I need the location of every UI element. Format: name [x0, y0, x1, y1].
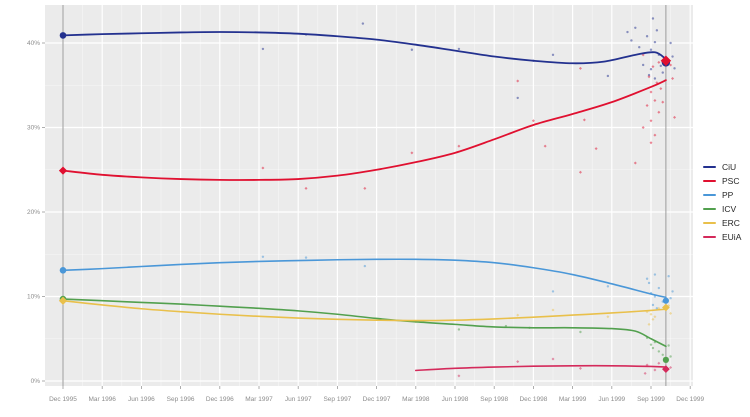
- y-tick-label: 40%: [27, 40, 40, 47]
- trend-line-EUiA: [415, 364, 667, 372]
- poll-dots-PSC: [261, 53, 677, 190]
- legend-item-psc: PSC: [703, 176, 741, 186]
- legend-color-line-icv: [703, 207, 716, 211]
- legend-item-pp: PP: [703, 190, 741, 200]
- result-1999-marker-ICV: [662, 356, 669, 363]
- y-tick-label: 10%: [27, 294, 40, 301]
- legend-label: PP: [722, 190, 734, 200]
- legend-item-ciu: CiU: [703, 162, 741, 172]
- result-1995-marker-PSC: [58, 166, 68, 175]
- trend-line-ERC: [62, 299, 667, 322]
- legend-label: PSC: [722, 176, 740, 186]
- poll-dots-EUiA: [457, 357, 673, 378]
- x-tick-label: Dec 1997: [363, 396, 391, 403]
- x-tick-label: Sep 1997: [323, 396, 351, 403]
- plot-panel: [45, 5, 693, 386]
- trend-line-PP: [62, 258, 667, 299]
- result-1995-marker-ERC: [58, 296, 68, 305]
- legend-label: ERC: [722, 218, 740, 228]
- x-tick-label: Jun 1999: [598, 396, 625, 403]
- y-tick-label: 30%: [27, 125, 40, 132]
- x-tick-label: Dec 1999: [676, 396, 704, 403]
- x-tick-label: Mar 1997: [245, 396, 273, 403]
- x-tick-label: Mar 1999: [559, 396, 587, 403]
- legend-color-line-pp: [703, 193, 716, 197]
- x-tick-label: Sep 1998: [480, 396, 508, 403]
- result-1999-marker-ERC: [662, 303, 670, 312]
- x-tick-label: Sep 1999: [637, 396, 665, 403]
- x-tick-label: Mar 1998: [402, 396, 430, 403]
- result-1995-marker-CiU: [59, 32, 67, 39]
- legend-label: ICV: [722, 204, 737, 214]
- legend-color-line-erc: [703, 221, 716, 225]
- legend-color-line-psc: [703, 179, 716, 183]
- x-tick-label: Dec 1996: [206, 396, 234, 403]
- result-1995-marker-PP: [59, 267, 67, 274]
- legend-item-erc: ERC: [703, 218, 741, 228]
- result-1999-marker-EUiA: [662, 365, 670, 374]
- result-1999-marker-PSC: [660, 55, 672, 66]
- legend-color-line-euia: [703, 235, 716, 239]
- trend-line-PSC: [62, 79, 667, 181]
- x-tick-label: Dec 1998: [519, 396, 547, 403]
- x-tick-label: Mar 1996: [88, 396, 116, 403]
- x-tick-label: Dec 1995: [49, 396, 77, 403]
- x-tick-label: Jun 1996: [128, 396, 155, 403]
- y-tick-label: 0%: [31, 378, 41, 385]
- legend-label: EUiA: [722, 232, 742, 242]
- legend: CiU PSC PP ICV ERC EUiA: [703, 162, 741, 242]
- axes: Dec 1995 Mar 1996 Jun 1996 Sep 1996 Dec 1996…: [27, 40, 705, 403]
- trend-line-CiU: [62, 31, 667, 65]
- legend-label: CiU: [722, 162, 737, 172]
- x-tick-label: Jun 1997: [285, 396, 312, 403]
- x-tick-label: Sep 1996: [167, 396, 195, 403]
- legend-color-line-ciu: [703, 165, 716, 169]
- legend-item-icv: ICV: [703, 204, 741, 214]
- legend-item-euia: EUiA: [703, 232, 741, 242]
- result-1999-marker-PP: [662, 297, 669, 304]
- y-tick-label: 20%: [27, 209, 40, 216]
- x-tick-label: Jun 1998: [442, 396, 469, 403]
